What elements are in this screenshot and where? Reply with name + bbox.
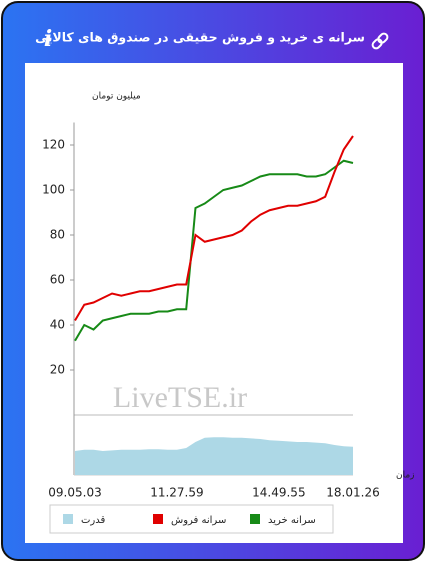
x-tick-label: 18.01.26 bbox=[326, 486, 379, 500]
info-icon[interactable]: i bbox=[44, 26, 52, 52]
y-tick-label: 60 bbox=[50, 273, 65, 287]
legend-label: سرانه خرید bbox=[268, 515, 316, 526]
x-tick-label: 09.05.03 bbox=[48, 486, 101, 500]
legend-label: قدرت bbox=[81, 515, 105, 526]
y-tick-label: 100 bbox=[42, 183, 65, 197]
link-icon[interactable] bbox=[371, 32, 389, 50]
y-tick-label: 120 bbox=[42, 138, 65, 152]
x-tick-label: 14.49.55 bbox=[252, 486, 305, 500]
legend-swatch bbox=[250, 514, 260, 524]
x-axis-label: زمان bbox=[396, 471, 415, 481]
y-tick-label: 20 bbox=[50, 363, 65, 377]
y-tick-label: 40 bbox=[50, 318, 65, 332]
legend-swatch bbox=[153, 514, 163, 524]
legend-label: سرانه فروش bbox=[171, 515, 226, 526]
header-title: سرانه ی خرید و فروش حقیقی در صندوق های ک… bbox=[35, 30, 365, 45]
y-axis-label: میلیون تومان bbox=[92, 92, 141, 102]
legend-box bbox=[49, 504, 334, 534]
legend-swatch bbox=[63, 514, 73, 524]
strength-area bbox=[75, 437, 353, 475]
y-tick-label: 80 bbox=[50, 228, 65, 242]
series-line bbox=[74, 135, 354, 322]
x-tick-label: 11.27.59 bbox=[150, 486, 203, 500]
series-line bbox=[74, 159, 354, 342]
watermark: LiveTSE.ir bbox=[113, 381, 247, 414]
